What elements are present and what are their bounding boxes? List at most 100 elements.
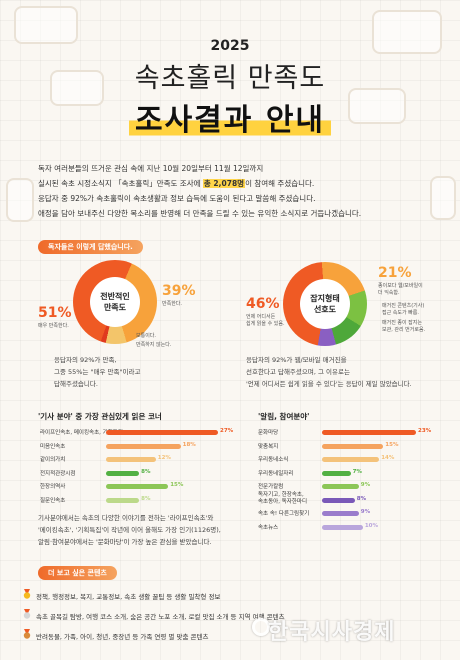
intro-line: 실시된 속초 시정소식지 「속초홀릭」만족도 조사에 총 2,078명이 참여해… <box>38 176 428 191</box>
note-line: 기사분야에서는 속초의 다양한 이야기를 전하는 '라이프인속초'와 <box>38 514 214 522</box>
watermark: 한국시사경제 <box>268 620 396 645</box>
bar-label: 한장의역사 <box>40 484 66 490</box>
bar-value-label: 15% <box>385 441 399 448</box>
bar-chart-articles: 라이프인속초, 메이킹속초, 기획특집 27% 미음인속초 18% 같이의가치 12% 전지… <box>40 426 240 507</box>
note-line: '메이킹속초', '기획특집'이 작년에 이어 올해도 가장 인기(1126명)… <box>38 526 221 534</box>
bubble-decoration <box>14 6 78 44</box>
bar-row: 전문가칼럼 9% <box>258 480 438 494</box>
bar-row: 우리동네소식 14% <box>258 453 438 467</box>
donut-center-label: 잡지형태 선호도 <box>300 279 350 329</box>
intro-text: 이 참여해 주셨습니다. <box>245 179 315 188</box>
bubble-decoration <box>6 178 34 222</box>
bar-value-label: 27% <box>220 428 234 434</box>
note-line: '언제 어디서든 쉽게 읽을 수 있다'는 응답이 제일 많았습니다. <box>246 380 412 388</box>
bar-row: 독자기고, 한장속초, 속초동아, 독자한마디 8% <box>258 491 438 508</box>
bar-row: 속초 속! 다른그림찾기 9% <box>258 507 438 521</box>
donut-center-label: 전반적인 만족도 <box>90 277 140 327</box>
bar-row: 속초뉴스 10% <box>258 521 438 535</box>
label-line: 더 익숙함. <box>378 290 400 296</box>
bar-mark <box>322 524 363 530</box>
bars-right-title: '알림, 참여분야' <box>258 412 310 421</box>
bar-row: 라이프인속초, 메이킹속초, 기획특집 27% <box>40 426 240 440</box>
intro-paragraph: 독자 여러분들의 뜨거운 관심 속에 지난 10월 20일부터 11월 12일까… <box>38 161 428 221</box>
bar-label: 전문가칼럼 <box>258 484 284 490</box>
label-very-satisfied: 매우 만족한다. <box>38 323 69 329</box>
bar-chart-notices: 문화마당 23% 맞춤복지 15% 우리동네소식 14% 우리동네일자리 7% 전문가칼럼 9% 독… <box>258 426 438 534</box>
donut-center-text: 전반적인 만족도 <box>100 292 130 312</box>
bar-value-label: 7% <box>352 468 362 475</box>
label-web-mobile: 종이보다 웹/모바일이 더 익숙함. <box>378 283 423 297</box>
bar-value-label: 8% <box>141 468 151 475</box>
bar-mark <box>322 443 384 449</box>
bar-mark <box>106 443 181 449</box>
bar-label: 미음인속초 <box>40 443 66 450</box>
participant-count-highlight: 총 2,078명 <box>202 179 246 188</box>
bar-label: 문화마당 <box>258 430 279 436</box>
bar-label: 전지적관광시점 <box>40 470 76 477</box>
bar-value-label: 10% <box>364 522 379 529</box>
bar-mark <box>106 484 169 489</box>
bar-label: 질문인속초 <box>40 497 66 504</box>
bar-mark <box>322 497 355 503</box>
page-title-line1: 속초홀릭 만족도 <box>134 63 326 94</box>
pct-satisfied: 39% <box>162 283 196 299</box>
bar-mark <box>322 484 359 489</box>
bar-mark <box>106 470 140 476</box>
bar-value-label: 15% <box>170 482 184 488</box>
label-line: 매거진 콘텐츠(기사) <box>382 303 425 309</box>
label-line: 접근 속도가 빠름. <box>382 310 419 316</box>
label-line: 쉽게 읽을 수 있음. <box>246 321 285 327</box>
label-line: 언제 어디서든 <box>246 314 276 320</box>
section-pill-wanted-content: 더 보고 싶은 콘텐츠 <box>38 566 117 580</box>
donut-center-text: 잡지형태 선호도 <box>310 294 340 314</box>
wanted-content-item-3: 반려동물, 가족, 아이, 청년, 중장년 등 가족 연령 별 맞춤 콘텐츠 <box>36 633 209 641</box>
intro-text: 실시된 속초 시정소식지 「속초홀릭」만족도 조사에 <box>38 179 203 188</box>
bar-value-label: 9% <box>360 482 371 488</box>
watermark-logo-icon <box>252 618 270 636</box>
bar-mark <box>322 511 359 516</box>
bar-mark <box>322 457 380 462</box>
intro-line: 응답자 중 92%가 속초홀릭이 속초생활과 정보 습득에 도움이 된다고 말씀… <box>38 194 316 203</box>
page-title-line2-wrap: 조사결과 안내 <box>0 95 460 139</box>
bar-label: 독자기고, 한장속초, 속초동아, 독자한마디 <box>258 491 308 505</box>
bar-value-label: 23% <box>418 428 432 434</box>
bar-label: 맞춤복지 <box>258 443 279 450</box>
bar-row: 한장의역사 15% <box>40 480 240 494</box>
medal-gold-icon <box>23 589 31 599</box>
bar-mark <box>106 430 218 435</box>
medal-bronze-icon <box>23 629 31 639</box>
bar-label: 속초뉴스 <box>258 524 279 531</box>
donut1-note: 응답자의 92%가 만족, 그중 55%는 "매우 만족"이라고 답해주셨습니다… <box>54 354 140 390</box>
bar-row: 질문인속초 8% <box>40 494 240 508</box>
bars-note: 기사분야에서는 속초의 다양한 이야기를 전하는 '라이프인속초'와 '메이킹속… <box>38 512 221 548</box>
note-line: 응답자의 92%가 만족, <box>54 356 117 364</box>
label-neutral: 보통이다. <box>136 333 156 339</box>
bar-value-label: 12% <box>157 455 171 461</box>
bar-row: 전지적관광시점 8% <box>40 467 240 481</box>
page-title-line2: 조사결과 안내 <box>128 95 332 139</box>
bar-row: 맞춤복지 15% <box>258 440 438 454</box>
note-line: 답해주셨습니다. <box>54 380 98 388</box>
bar-mark <box>322 470 351 476</box>
bar-label: 우리동네소식 <box>258 457 289 463</box>
donut2-note: 응답자의 92%가 웹/모바일 매거진을 선호한다고 답해주셨으며, 그 이유로… <box>246 354 412 390</box>
bar-label: 속초 속! 다른그림찾기 <box>258 511 310 517</box>
bar-mark <box>106 497 140 503</box>
year: 2025 <box>210 38 250 54</box>
label-anywhere: 언제 어디서든 쉽게 읽을 수 있음. <box>246 314 285 328</box>
bar-mark <box>106 457 156 462</box>
bubble-decoration <box>430 176 456 220</box>
bar-row: 문화마당 23% <box>258 426 438 440</box>
label-satisfied: 만족한다. <box>162 301 182 307</box>
donut-chart-satisfaction: 전반적인 만족도 <box>73 260 157 344</box>
bar-label: 같이의가치 <box>40 457 66 463</box>
pct-anywhere: 46% <box>246 296 280 312</box>
medal-silver-icon <box>23 609 31 619</box>
note-line: 선호한다고 답해주셨으며, 그 이유로는 <box>246 368 350 376</box>
label-line: 매거진 종이 잡지는 <box>382 320 422 326</box>
pct-web-mobile: 21% <box>378 265 412 281</box>
label-line: 보관, 관리 번거로움. <box>382 327 426 333</box>
label-fast-access: 매거진 콘텐츠(기사) 접근 속도가 빠름. <box>382 303 424 317</box>
wanted-content-item-1: 정책, 행정정보, 복지, 교통정보, 속초 생활 꿀팁 등 생활 밀착형 정보 <box>36 593 221 601</box>
